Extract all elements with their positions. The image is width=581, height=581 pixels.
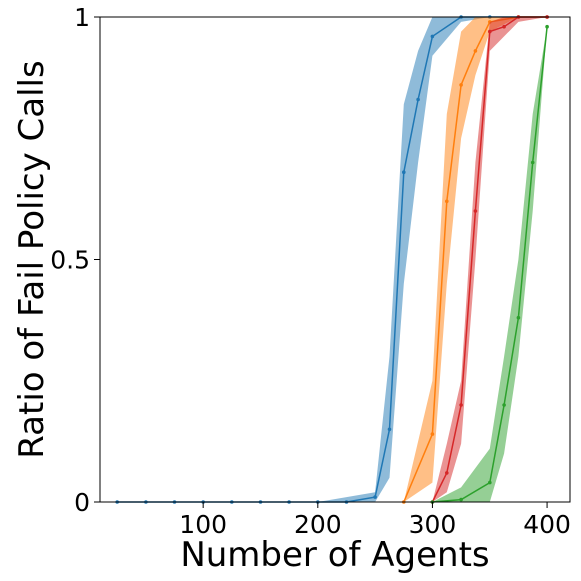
x-tick-label: 200	[294, 510, 342, 539]
series-3-point	[459, 497, 463, 502]
series-0-confidence-band	[117, 17, 548, 502]
series-2-line	[431, 16, 548, 503]
series-2-point	[473, 209, 478, 213]
series-3	[430, 24, 549, 504]
series-2-confidence-band	[432, 17, 548, 502]
series-0-point	[430, 34, 435, 39]
series-2-point	[459, 403, 463, 407]
series-3-point	[545, 24, 549, 29]
y-axis-label: Ratio of Fail Policy Calls	[12, 60, 52, 458]
series-2-point	[502, 24, 506, 29]
x-tick-label: 400	[523, 510, 571, 539]
series-0-line	[117, 16, 548, 503]
series-1-point	[459, 83, 463, 87]
series-3-confidence-band	[432, 26, 548, 502]
series-3-point	[516, 315, 521, 320]
plot-area	[115, 15, 549, 504]
series-2-point	[488, 29, 492, 34]
y-tick-label: 1	[74, 3, 90, 32]
x-axis-label: Number of Agents	[180, 535, 489, 575]
series-3-point	[502, 403, 506, 407]
series-3-point	[530, 160, 535, 165]
series-1-point	[473, 49, 478, 53]
axis-ticks: 100 200 300 400 0 0.5 1	[50, 3, 571, 539]
series-1-point	[445, 199, 449, 204]
series-2-point	[445, 471, 449, 475]
y-tick-label: 0.5	[50, 246, 90, 275]
series-1-confidence-band	[403, 17, 548, 502]
series-0-point	[416, 97, 420, 102]
series-1-point	[430, 432, 435, 436]
series-0-point	[373, 495, 377, 499]
x-tick-label: 100	[179, 510, 227, 539]
y-tick-label: 0	[74, 488, 90, 517]
x-tick-label: 300	[409, 510, 457, 539]
series-0-point	[402, 170, 406, 174]
series-0-point	[387, 427, 392, 432]
series-3-point	[488, 480, 492, 485]
